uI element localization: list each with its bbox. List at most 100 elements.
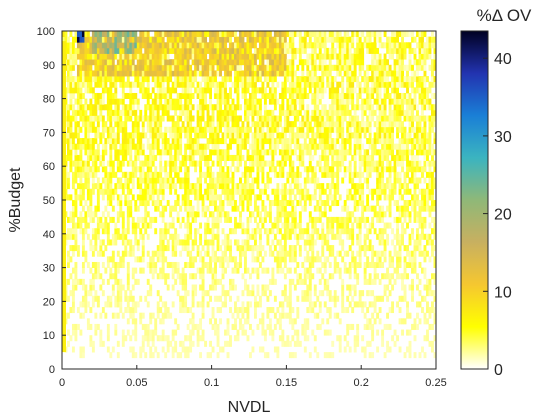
heatmap-cell	[328, 205, 332, 212]
heatmap-cell	[236, 222, 240, 229]
heatmap-cell	[316, 200, 320, 207]
heatmap-cell	[373, 261, 377, 268]
heatmap-cell	[209, 126, 212, 133]
heatmap-cell	[114, 138, 118, 145]
heatmap-cell	[196, 92, 200, 99]
heatmap-cell	[204, 42, 208, 49]
heatmap-cell	[159, 87, 163, 94]
heatmap-cell	[261, 171, 265, 178]
heatmap-cell	[101, 92, 105, 99]
heatmap-cell	[161, 109, 165, 116]
heatmap-cell	[348, 42, 352, 49]
heatmap-cell	[244, 183, 247, 190]
heatmap-cell	[69, 290, 73, 297]
heatmap-cell	[164, 31, 168, 38]
heatmap-cell	[66, 216, 70, 223]
heatmap-cell	[296, 177, 300, 184]
heatmap-cell	[219, 70, 222, 77]
heatmap-cell	[176, 76, 180, 83]
heatmap-cell	[134, 47, 138, 54]
heatmap-cell	[336, 31, 340, 38]
heatmap-cell	[201, 312, 205, 319]
heatmap-cell	[114, 104, 118, 111]
heatmap-cell	[323, 138, 327, 145]
heatmap-cell	[191, 216, 195, 223]
heatmap-cell	[139, 177, 143, 184]
heatmap-cell	[71, 346, 75, 353]
heatmap-cell	[151, 104, 155, 111]
heatmap-cell	[186, 183, 190, 190]
heatmap-cell	[288, 171, 292, 178]
heatmap-cell	[376, 312, 380, 319]
heatmap-cell	[89, 47, 93, 54]
heatmap-cell	[206, 81, 210, 88]
heatmap-cell	[166, 340, 170, 347]
heatmap-cell	[383, 154, 387, 161]
heatmap-cell	[303, 278, 307, 285]
heatmap-cell	[139, 188, 143, 195]
heatmap-cell	[271, 278, 275, 285]
heatmap-cell	[186, 36, 190, 43]
heatmap-cell	[204, 126, 208, 133]
heatmap-cell	[126, 284, 130, 291]
heatmap-cell	[234, 64, 237, 71]
heatmap-cell	[99, 98, 103, 105]
heatmap-cell	[353, 64, 357, 71]
heatmap-cell	[129, 177, 133, 184]
heatmap-cell	[258, 70, 262, 77]
heatmap-cell	[371, 261, 375, 268]
heatmap-cell	[204, 239, 208, 246]
heatmap-cell	[381, 104, 385, 111]
heatmap-cell	[184, 81, 188, 88]
heatmap-cell	[239, 307, 242, 314]
heatmap-cell	[154, 143, 158, 150]
heatmap-cell	[381, 329, 385, 336]
heatmap-cell	[166, 109, 170, 116]
heatmap-cell	[356, 98, 360, 105]
heatmap-cell	[373, 47, 377, 54]
heatmap-cell	[333, 267, 337, 274]
heatmap-cell	[288, 138, 292, 145]
heatmap-cell	[141, 340, 145, 347]
heatmap-cell	[376, 329, 380, 336]
heatmap-cell	[316, 132, 320, 139]
heatmap-cell	[221, 121, 225, 128]
heatmap-cell	[326, 183, 330, 190]
heatmap-cell	[121, 81, 125, 88]
heatmap-cell	[99, 160, 103, 167]
heatmap-cell	[241, 47, 245, 54]
heatmap-cell	[184, 301, 188, 308]
heatmap-cell	[343, 166, 347, 173]
heatmap-cell	[141, 81, 145, 88]
heatmap-cell	[288, 312, 292, 319]
heatmap-cell	[271, 239, 275, 246]
heatmap-cell	[71, 307, 75, 314]
heatmap-cell	[303, 273, 307, 280]
heatmap-cell	[378, 216, 382, 223]
heatmap-cell	[101, 59, 105, 66]
heatmap-cell	[276, 256, 280, 263]
heatmap-cell	[296, 64, 300, 71]
heatmap-cell	[331, 42, 335, 49]
heatmap-cell	[106, 115, 110, 122]
heatmap-cell	[216, 109, 220, 116]
heatmap-cell	[338, 233, 342, 240]
heatmap-cell	[253, 267, 257, 274]
heatmap-cell	[81, 166, 85, 173]
heatmap-cell	[191, 211, 195, 218]
heatmap-cell	[298, 273, 302, 280]
heatmap-cell	[303, 188, 307, 195]
heatmap-cell	[129, 154, 133, 161]
heatmap-cell	[201, 132, 205, 139]
heatmap-cell	[251, 233, 255, 240]
heatmap-cell	[146, 47, 150, 54]
heatmap-cell	[114, 53, 118, 60]
heatmap-cell	[291, 166, 295, 173]
heatmap-cell	[174, 138, 178, 145]
heatmap-cell	[166, 273, 170, 280]
heatmap-cell	[253, 42, 257, 49]
heatmap-cell	[126, 160, 130, 167]
heatmap-cell	[184, 154, 188, 161]
heatmap-cell	[318, 160, 322, 167]
